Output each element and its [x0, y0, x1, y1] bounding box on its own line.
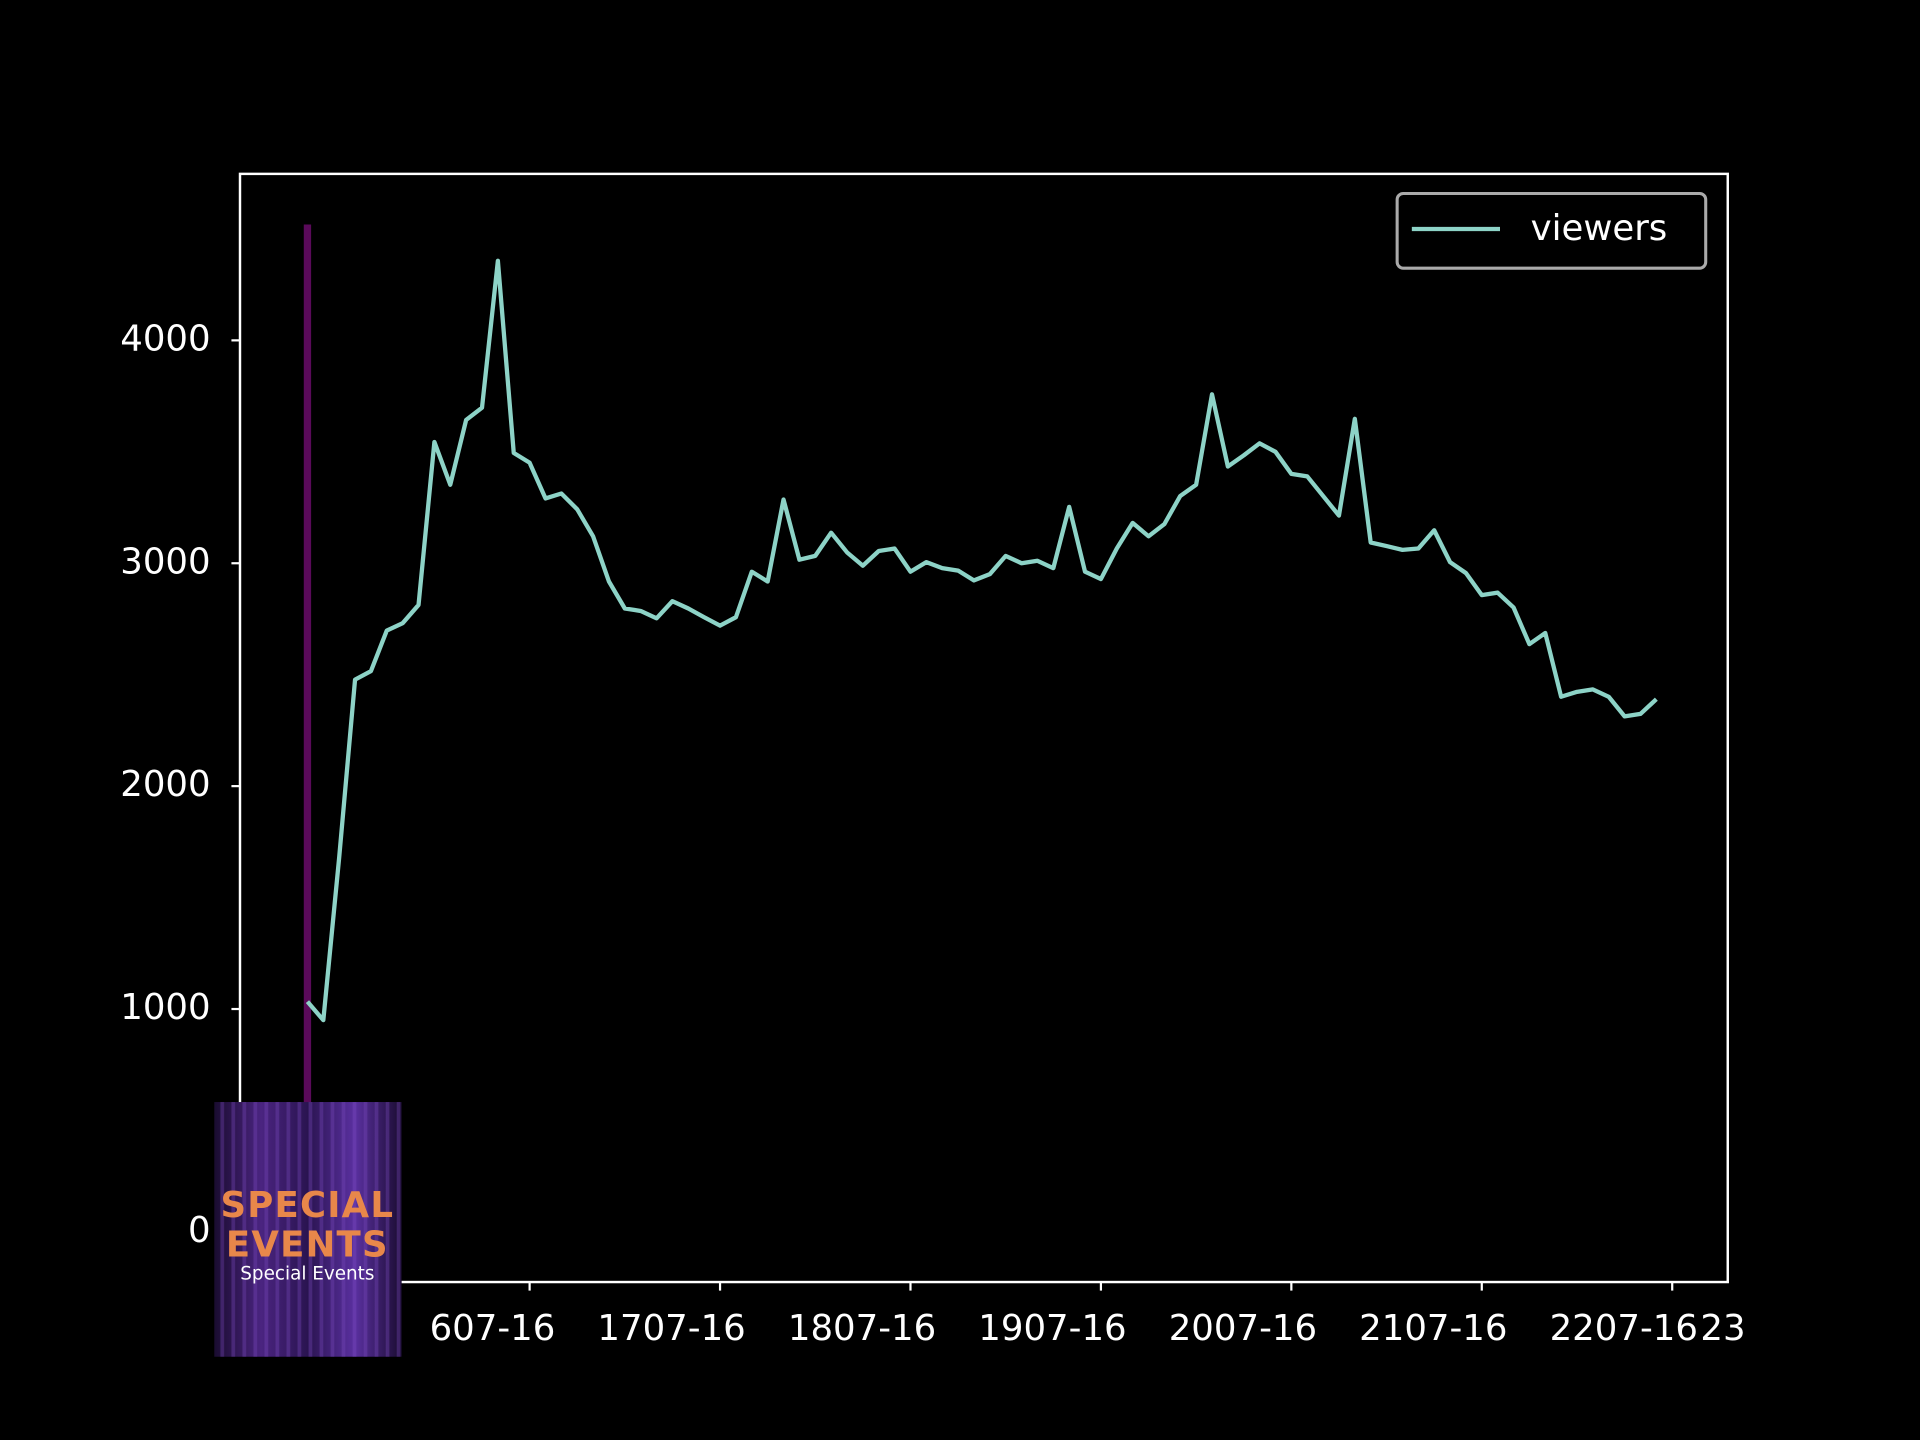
x-tick-label: 23 — [1700, 1308, 1745, 1349]
event-thumbnail: SPECIAL EVENTS Special Events — [214, 1102, 402, 1357]
thumbnail-title: EVENTS — [226, 1224, 389, 1265]
plot-area — [238, 172, 1729, 1284]
thumbnail-caption: Special Events — [240, 1264, 374, 1285]
x-tick-label: 607-16 — [430, 1308, 556, 1349]
legend-label: viewers — [1531, 208, 1668, 249]
x-tick-label: 1907-16 — [978, 1308, 1126, 1349]
x-tick-label: 1707-16 — [597, 1308, 745, 1349]
y-tick-label: 3000 — [120, 541, 210, 582]
y-tick-label: 0 — [188, 1210, 211, 1251]
thumbnail-title: SPECIAL — [220, 1185, 394, 1226]
y-tick-label: 4000 — [120, 318, 210, 359]
x-tick-label: 2107-16 — [1359, 1308, 1507, 1349]
x-tick-label: 2007-16 — [1169, 1308, 1317, 1349]
x-tick-label: 2207-16 — [1550, 1308, 1698, 1349]
line-series — [305, 258, 1658, 1023]
legend-box — [1395, 191, 1708, 270]
thumbnail-streaks — [214, 1102, 402, 1357]
legend: viewers — [1395, 191, 1708, 270]
x-tick-label: 1807-16 — [788, 1308, 936, 1349]
y-tick-label: 2000 — [120, 764, 210, 805]
y-tick-label: 1000 — [120, 987, 210, 1028]
